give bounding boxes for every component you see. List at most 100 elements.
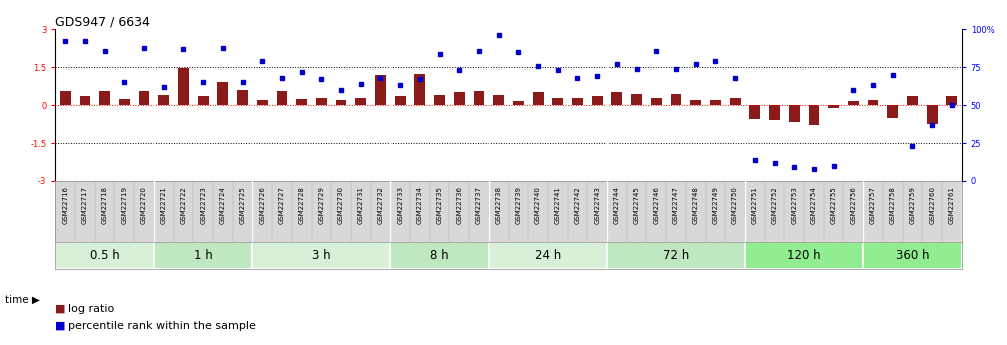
Text: GSM22760: GSM22760: [929, 186, 936, 224]
Text: time ▶: time ▶: [5, 295, 40, 305]
Bar: [710, 100, 721, 105]
Text: GSM22735: GSM22735: [437, 186, 443, 224]
Text: GSM22740: GSM22740: [535, 186, 541, 224]
Text: GSM22726: GSM22726: [259, 186, 265, 224]
Bar: [375, 75, 386, 105]
Text: GSM22746: GSM22746: [654, 186, 660, 224]
Bar: [863, 241, 962, 269]
Text: GSM22734: GSM22734: [417, 186, 423, 224]
Text: GSM22757: GSM22757: [870, 186, 876, 224]
Bar: [488, 241, 607, 269]
Bar: [809, 105, 820, 125]
Bar: [533, 92, 544, 105]
Bar: [434, 95, 445, 105]
Bar: [473, 91, 484, 105]
Text: GSM22741: GSM22741: [555, 186, 561, 224]
Text: 120 h: 120 h: [787, 249, 821, 262]
Text: ■: ■: [55, 321, 65, 331]
Text: GSM22744: GSM22744: [614, 186, 620, 224]
Text: GSM22748: GSM22748: [693, 186, 699, 224]
Bar: [218, 82, 229, 105]
Text: GSM22719: GSM22719: [121, 186, 127, 224]
Bar: [513, 101, 524, 105]
Text: GSM22717: GSM22717: [82, 186, 88, 224]
Text: GSM22720: GSM22720: [141, 186, 147, 224]
Bar: [592, 96, 602, 105]
Text: GSM22753: GSM22753: [792, 186, 798, 224]
Text: GSM22724: GSM22724: [220, 186, 226, 224]
Text: 1 h: 1 h: [193, 249, 212, 262]
Bar: [316, 98, 327, 105]
Bar: [868, 100, 878, 105]
Bar: [848, 101, 859, 105]
Bar: [454, 92, 464, 105]
Bar: [572, 98, 583, 105]
Bar: [607, 241, 745, 269]
Bar: [907, 96, 917, 105]
Text: 3 h: 3 h: [312, 249, 330, 262]
Text: GSM22721: GSM22721: [161, 186, 167, 224]
Bar: [119, 99, 130, 105]
Bar: [335, 100, 346, 105]
Bar: [671, 94, 682, 105]
Text: GSM22751: GSM22751: [752, 186, 758, 224]
Text: GSM22747: GSM22747: [673, 186, 679, 224]
Bar: [415, 73, 425, 105]
Bar: [788, 105, 800, 121]
Text: GSM22749: GSM22749: [712, 186, 718, 224]
Bar: [154, 241, 253, 269]
Bar: [296, 99, 307, 105]
Text: GSM22752: GSM22752: [771, 186, 777, 224]
Bar: [80, 96, 91, 105]
Text: 72 h: 72 h: [663, 249, 689, 262]
Bar: [395, 96, 406, 105]
Bar: [139, 91, 149, 105]
Text: GSM22727: GSM22727: [279, 186, 285, 224]
Bar: [277, 91, 287, 105]
Text: GSM22732: GSM22732: [378, 186, 384, 224]
Bar: [651, 98, 662, 105]
Bar: [158, 95, 169, 105]
Text: GDS947 / 6634: GDS947 / 6634: [55, 15, 150, 28]
Text: GSM22731: GSM22731: [357, 186, 364, 224]
Text: GSM22742: GSM22742: [574, 186, 580, 224]
Text: GSM22725: GSM22725: [240, 186, 246, 224]
Bar: [749, 105, 760, 119]
Bar: [611, 92, 622, 105]
Bar: [100, 91, 110, 105]
Text: GSM22755: GSM22755: [831, 186, 837, 224]
Text: 24 h: 24 h: [535, 249, 561, 262]
Bar: [237, 90, 248, 105]
Text: GSM22718: GSM22718: [102, 186, 108, 224]
Bar: [257, 100, 268, 105]
Bar: [55, 241, 154, 269]
Text: GSM22733: GSM22733: [397, 186, 403, 224]
Text: GSM22730: GSM22730: [338, 186, 344, 224]
Bar: [926, 105, 938, 124]
Bar: [631, 94, 642, 105]
Text: 360 h: 360 h: [895, 249, 929, 262]
Bar: [730, 98, 740, 105]
Bar: [355, 98, 367, 105]
Text: GSM22738: GSM22738: [495, 186, 501, 224]
Text: GSM22716: GSM22716: [62, 186, 68, 224]
Bar: [391, 241, 488, 269]
Bar: [178, 69, 189, 105]
Text: GSM22722: GSM22722: [180, 186, 186, 224]
Bar: [253, 241, 391, 269]
Text: 0.5 h: 0.5 h: [90, 249, 120, 262]
Bar: [197, 96, 208, 105]
Bar: [947, 96, 958, 105]
Text: 8 h: 8 h: [430, 249, 449, 262]
Text: GSM22737: GSM22737: [476, 186, 482, 224]
Text: GSM22739: GSM22739: [516, 186, 522, 224]
Text: GSM22723: GSM22723: [200, 186, 206, 224]
Text: ■: ■: [55, 304, 65, 314]
Text: GSM22754: GSM22754: [811, 186, 817, 224]
Bar: [769, 105, 780, 120]
Text: GSM22729: GSM22729: [318, 186, 324, 224]
Text: GSM22728: GSM22728: [299, 186, 305, 224]
Text: GSM22759: GSM22759: [909, 186, 915, 224]
Bar: [690, 100, 701, 105]
Text: percentile rank within the sample: percentile rank within the sample: [68, 321, 257, 331]
